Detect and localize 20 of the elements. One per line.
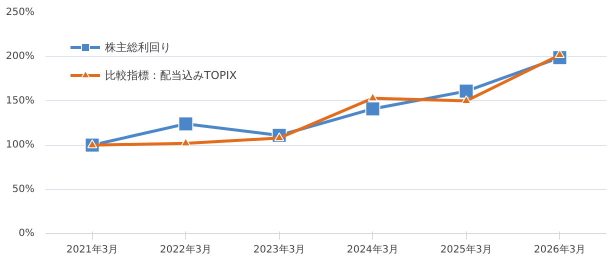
- y-tick-label: 100%: [6, 140, 35, 151]
- y-tick-label: 0%: [18, 228, 35, 239]
- legend-label: 株主総利回り: [105, 40, 171, 54]
- y-tick-label: 150%: [6, 95, 35, 106]
- y-tick-label: 250%: [6, 7, 35, 18]
- y-tick-label: 50%: [12, 184, 35, 195]
- point: [178, 116, 194, 132]
- point: [365, 101, 380, 116]
- x-tick-label: 2026年3月: [534, 244, 586, 256]
- legend-label: 比較指標：配当込みTOPIX: [105, 68, 237, 82]
- x-tick-label: 2024年3月: [346, 244, 399, 256]
- x-tick-label: 2025年3月: [440, 244, 492, 256]
- point: [180, 138, 191, 146]
- x-tick-label: 2021年3月: [66, 244, 118, 256]
- x-tick-label: 2023年3月: [253, 244, 306, 256]
- y-tick-label: 200%: [6, 51, 35, 62]
- point: [368, 92, 378, 102]
- x-tick-label: 2022年3月: [160, 244, 212, 256]
- point: [461, 95, 472, 104]
- point: [458, 84, 474, 99]
